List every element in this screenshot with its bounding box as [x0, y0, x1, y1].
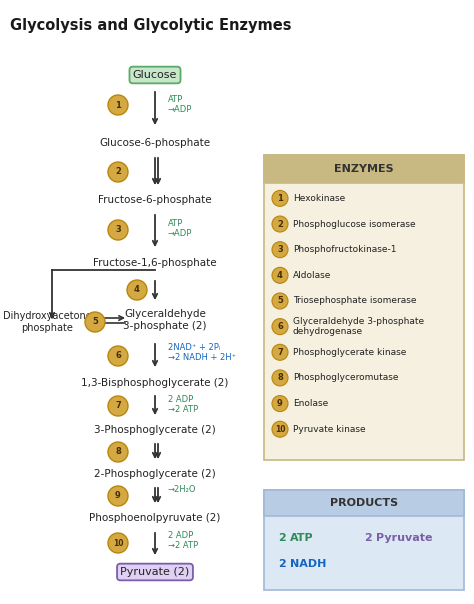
Text: 5: 5	[277, 297, 283, 306]
Text: 2 ADP: 2 ADP	[168, 396, 193, 405]
Text: Pyruvate: Pyruvate	[376, 533, 432, 543]
Circle shape	[108, 346, 128, 366]
Text: 7: 7	[277, 348, 283, 357]
Circle shape	[272, 370, 288, 386]
Text: 9: 9	[277, 399, 283, 408]
Text: ENZYMES: ENZYMES	[334, 164, 394, 174]
Circle shape	[272, 396, 288, 411]
Text: 8: 8	[277, 373, 283, 382]
Text: Glyceraldehyde 3-phosphate
dehydrogenase: Glyceraldehyde 3-phosphate dehydrogenase	[293, 317, 424, 336]
Text: 2: 2	[278, 559, 286, 569]
Text: 2 ADP: 2 ADP	[168, 532, 193, 541]
Text: 8: 8	[115, 448, 121, 457]
Circle shape	[108, 95, 128, 115]
Text: Pyruvate kinase: Pyruvate kinase	[293, 425, 365, 434]
Text: 5: 5	[92, 318, 98, 327]
Text: 3: 3	[115, 225, 121, 234]
Text: Glucose: Glucose	[133, 70, 177, 80]
Text: 4: 4	[277, 271, 283, 280]
Text: Phosphoglycerate kinase: Phosphoglycerate kinase	[293, 348, 406, 357]
Text: Fructose-1,6-phosphate: Fructose-1,6-phosphate	[93, 258, 217, 268]
Text: Glycolysis and Glycolytic Enzymes: Glycolysis and Glycolytic Enzymes	[10, 18, 292, 33]
Text: →2 ATP: →2 ATP	[168, 542, 198, 550]
Circle shape	[272, 421, 288, 437]
Circle shape	[108, 533, 128, 553]
Circle shape	[108, 162, 128, 182]
Circle shape	[108, 396, 128, 416]
Text: 10: 10	[275, 425, 285, 434]
Circle shape	[272, 319, 288, 335]
FancyBboxPatch shape	[264, 155, 464, 460]
Text: Dihydroxyacetone
phosphate: Dihydroxyacetone phosphate	[3, 311, 91, 333]
Text: 2: 2	[278, 533, 286, 543]
Text: 2: 2	[364, 533, 372, 543]
Circle shape	[85, 312, 105, 332]
Circle shape	[272, 293, 288, 309]
Text: 1: 1	[115, 100, 121, 109]
Text: ATP: ATP	[290, 533, 314, 543]
FancyBboxPatch shape	[264, 155, 464, 183]
Circle shape	[272, 242, 288, 258]
Text: 1: 1	[277, 194, 283, 203]
Text: 3: 3	[277, 245, 283, 254]
Text: ATP: ATP	[168, 219, 183, 228]
Text: 2: 2	[115, 167, 121, 176]
Circle shape	[108, 486, 128, 506]
Text: →2 ATP: →2 ATP	[168, 405, 198, 414]
Circle shape	[108, 220, 128, 240]
Text: 2NAD⁺ + 2Pᵢ: 2NAD⁺ + 2Pᵢ	[168, 342, 220, 352]
Circle shape	[108, 442, 128, 462]
Text: 9: 9	[115, 492, 121, 501]
Text: 4: 4	[134, 286, 140, 295]
Text: 3-Phosphoglycerate (2): 3-Phosphoglycerate (2)	[94, 425, 216, 435]
Circle shape	[272, 268, 288, 283]
Text: Fructose-6-phosphate: Fructose-6-phosphate	[98, 195, 212, 205]
Text: Phosphoglucose isomerase: Phosphoglucose isomerase	[293, 219, 416, 228]
Text: →2 NADH + 2H⁺: →2 NADH + 2H⁺	[168, 353, 236, 362]
Text: ATP: ATP	[168, 95, 183, 104]
Circle shape	[127, 280, 147, 300]
FancyBboxPatch shape	[264, 490, 464, 590]
Text: →2H₂O: →2H₂O	[168, 486, 197, 495]
Text: 2-Phosphoglycerate (2): 2-Phosphoglycerate (2)	[94, 469, 216, 479]
Text: PRODUCTS: PRODUCTS	[330, 498, 398, 508]
FancyBboxPatch shape	[264, 490, 464, 516]
Text: NADH: NADH	[290, 559, 327, 569]
Circle shape	[272, 344, 288, 360]
Text: Aldolase: Aldolase	[293, 271, 331, 280]
Text: 2: 2	[277, 219, 283, 228]
Text: Hexokinase: Hexokinase	[293, 194, 345, 203]
Text: Phosphofructokinase-1: Phosphofructokinase-1	[293, 245, 396, 254]
Text: Phosphoenolpyruvate (2): Phosphoenolpyruvate (2)	[89, 513, 221, 523]
Text: Enolase: Enolase	[293, 399, 328, 408]
Text: →ADP: →ADP	[168, 106, 192, 115]
Text: 6: 6	[277, 322, 283, 331]
Circle shape	[272, 216, 288, 232]
Text: Glucose-6-phosphate: Glucose-6-phosphate	[100, 138, 210, 148]
Text: →ADP: →ADP	[168, 230, 192, 239]
Circle shape	[272, 190, 288, 207]
Text: Triosephosphate isomerase: Triosephosphate isomerase	[293, 297, 417, 306]
Text: 7: 7	[115, 402, 121, 411]
Text: Pyruvate (2): Pyruvate (2)	[120, 567, 190, 577]
Text: Phosphoglyceromutase: Phosphoglyceromutase	[293, 373, 399, 382]
Text: Glyceraldehyde
3-phosphate (2): Glyceraldehyde 3-phosphate (2)	[123, 309, 207, 331]
Text: 1,3-Bisphosphoglycerate (2): 1,3-Bisphosphoglycerate (2)	[82, 378, 228, 388]
Text: 10: 10	[113, 539, 123, 547]
Text: 6: 6	[115, 352, 121, 361]
